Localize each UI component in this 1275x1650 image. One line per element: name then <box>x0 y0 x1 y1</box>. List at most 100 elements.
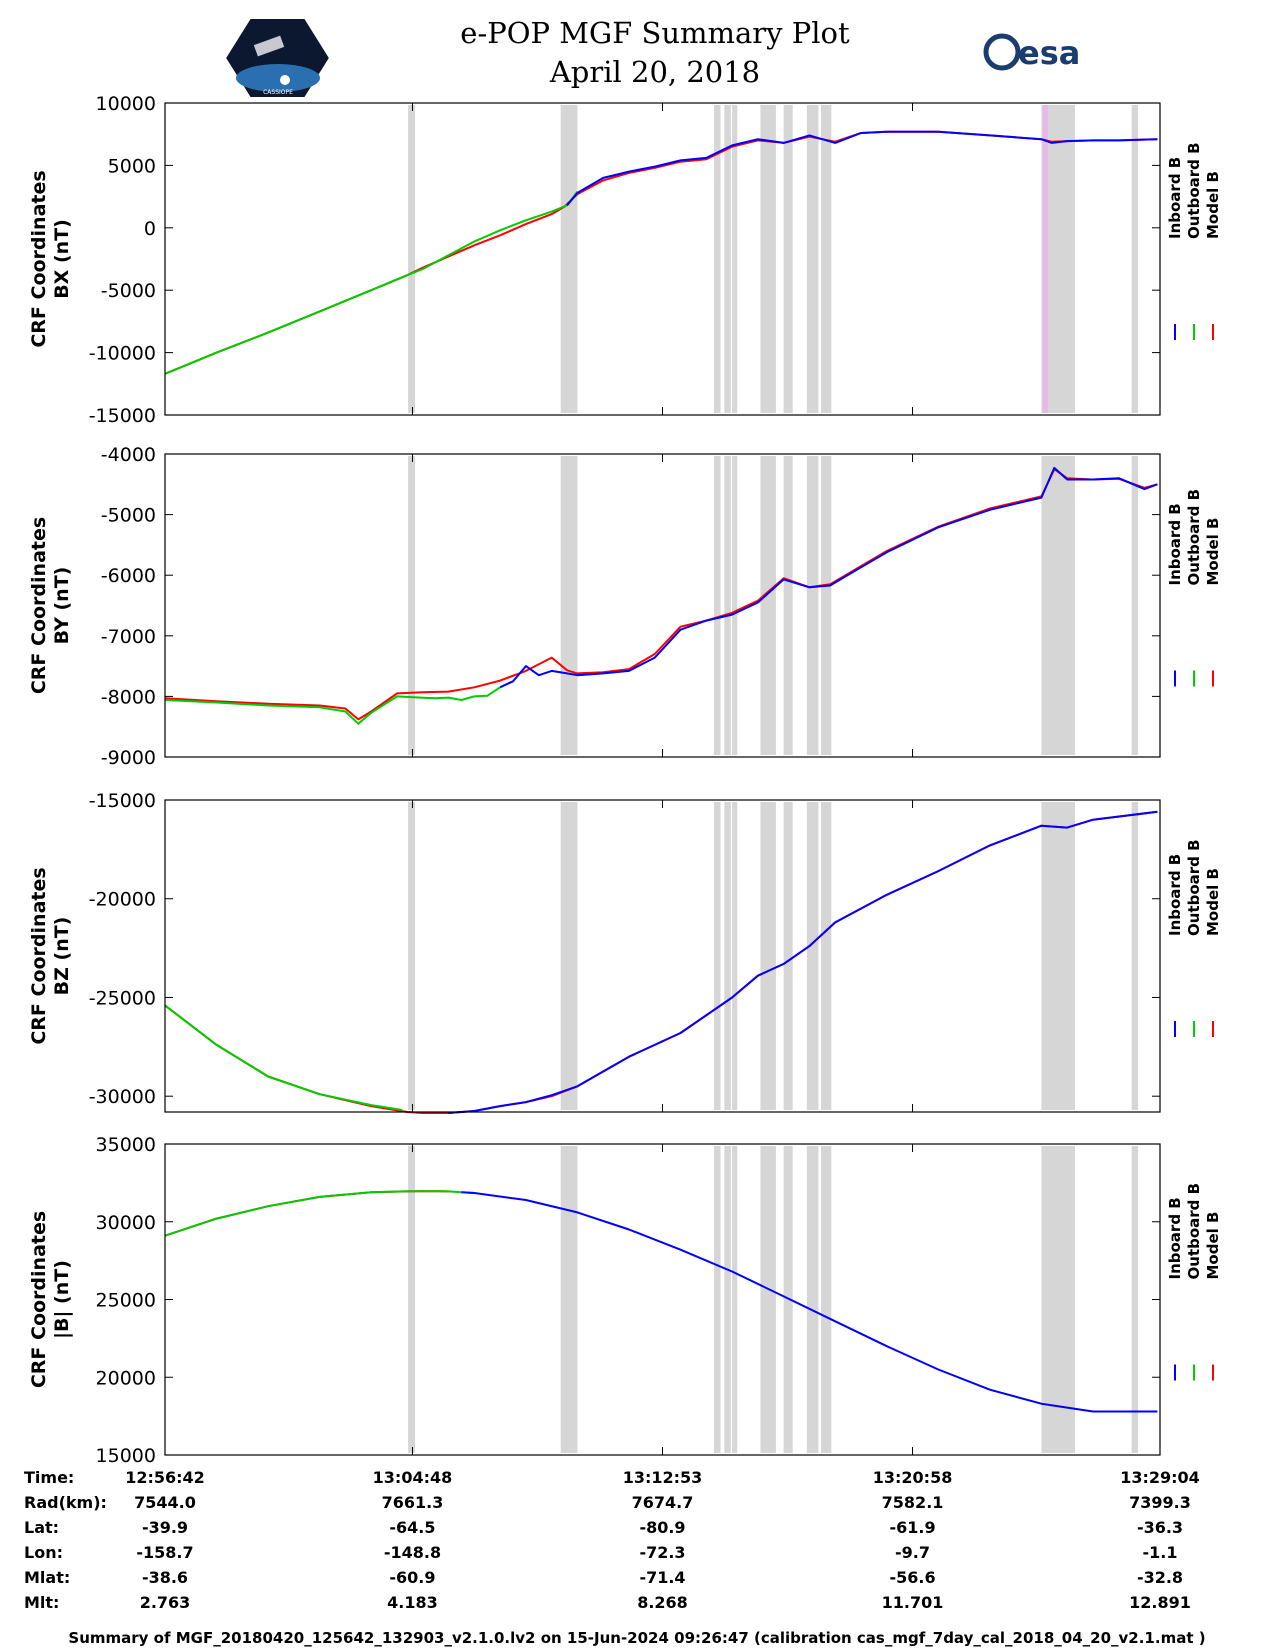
data-gap-bar <box>714 456 721 755</box>
table-cell: 4.183 <box>387 1593 438 1612</box>
legend-entry-label: Inboard B <box>1166 157 1184 239</box>
y-tick-label: -5000 <box>101 505 156 527</box>
header: CASSIOPE e-POP MGF Summary Plot April 20… <box>223 16 1080 99</box>
y-tick-label: 5000 <box>108 155 156 177</box>
table-cell: 12:56:42 <box>125 1468 205 1487</box>
y-tick-label: -15000 <box>89 790 156 812</box>
data-gap-bar <box>732 105 738 413</box>
series-line-outboard <box>164 1004 403 1111</box>
esa-logo-text: esa <box>1018 34 1080 72</box>
table-cell: -9.7 <box>895 1543 930 1562</box>
footer-note: Summary of MGF_20180420_125642_132903_v2… <box>68 1629 1205 1647</box>
series-line-inboard <box>566 130 1158 206</box>
table-cell: -56.6 <box>889 1568 935 1587</box>
table-cell: 13:29:04 <box>1120 1468 1200 1487</box>
orbit-info-table: Time: Rad(km): Lat: Lon: Mlat: Mlt: 12:56:42 75… <box>24 1468 1200 1612</box>
table-cell: 13:20:58 <box>873 1468 953 1487</box>
esa-logo: esa <box>983 33 1080 72</box>
data-gap-bar <box>714 105 721 413</box>
table-cell: -36.3 <box>1137 1518 1183 1537</box>
cassiope-logo: CASSIOPE <box>223 17 332 99</box>
y-tick-label: -4000 <box>101 444 156 466</box>
table-cell: -38.6 <box>142 1568 188 1587</box>
legend-entry-label: Outboard B <box>1185 489 1203 586</box>
legend-entry-label: Inboard B <box>1166 1197 1184 1279</box>
data-gap-bar <box>724 105 731 413</box>
table-cell: -64.5 <box>389 1518 435 1537</box>
y-axis-label: CRF CoordinatesBX (nT) <box>28 170 73 347</box>
y-tick-label: -25000 <box>89 987 156 1009</box>
y-tick-label: -10000 <box>89 343 156 365</box>
data-gap-bar <box>760 802 776 1110</box>
plot-frame <box>164 102 1161 416</box>
data-gap-bar <box>724 456 731 755</box>
data-gap-bar <box>1041 802 1075 1110</box>
series-line-inboard <box>461 1191 1158 1413</box>
data-gap-bar <box>1041 456 1075 755</box>
data-gap-bar <box>1131 456 1139 755</box>
table-cell: 13:12:53 <box>623 1468 703 1487</box>
data-gap-bar <box>783 456 793 755</box>
legend-entry-label: Outboard B <box>1185 142 1203 239</box>
table-cell: -39.9 <box>142 1518 188 1537</box>
data-gap-bar <box>806 456 819 755</box>
table-cell: -1.1 <box>1143 1543 1178 1562</box>
panel-bx: 10000 5000 0 -5000 -10000 -15000 CRF Coordinat… <box>28 93 1222 427</box>
data-gap-bar <box>821 456 832 755</box>
y-tick-label: 25000 <box>96 1290 156 1312</box>
data-gap-bar <box>760 456 776 755</box>
data-gap-bar <box>806 105 819 413</box>
y-tick-label: -8000 <box>101 686 156 708</box>
series-line-outboard <box>164 190 579 375</box>
data-gap-bar <box>732 456 738 755</box>
data-gap-bar <box>760 1146 776 1453</box>
plot-frame <box>164 799 1161 1113</box>
table-row-label: Mlt: <box>24 1593 59 1612</box>
legend-entry-label: Model B <box>1204 171 1222 239</box>
series-line-outboard <box>164 686 501 725</box>
data-gap-bar <box>1131 1146 1139 1453</box>
table-cell: 7674.7 <box>632 1493 694 1512</box>
table-cell: -148.8 <box>384 1543 441 1562</box>
data-gap-highlight <box>1042 105 1048 413</box>
table-row-label: Rad(km): <box>24 1493 107 1512</box>
table-row-label: Lat: <box>24 1518 59 1537</box>
series-line-inboard <box>448 810 1158 1114</box>
y-tick-label: 0 <box>144 218 156 240</box>
cassiope-logo-text: CASSIOPE <box>263 89 293 96</box>
data-gap-bar <box>783 802 793 1110</box>
panel-b: 35000 30000 25000 20000 15000 CRF Coordinates… <box>28 1134 1222 1467</box>
data-gap-bar <box>821 802 832 1110</box>
plot-frame <box>164 1143 1161 1456</box>
table-cell: 7399.3 <box>1129 1493 1191 1512</box>
table-cell: 7661.3 <box>382 1493 444 1512</box>
data-gap-bar <box>1131 105 1139 413</box>
data-gap-bar <box>732 1146 738 1453</box>
panel-by: -4000 -5000 -6000 -7000 -8000 -9000 CRF Coordi… <box>28 444 1222 769</box>
table-cell: -71.4 <box>639 1568 685 1587</box>
table-cell: -32.8 <box>1137 1568 1183 1587</box>
data-gap-bar <box>408 1146 416 1453</box>
table-cell: -60.9 <box>389 1568 435 1587</box>
y-tick-label: 35000 <box>96 1134 156 1156</box>
data-gap-bar <box>560 1146 578 1453</box>
data-gap-bar <box>560 456 578 755</box>
table-cell: -80.9 <box>639 1518 685 1537</box>
legend-entry-label: Outboard B <box>1185 1183 1203 1280</box>
legend-entry-label: Model B <box>1204 868 1222 936</box>
data-gap-bar <box>714 802 721 1110</box>
data-gap-bar <box>1131 802 1139 1110</box>
y-tick-label: 30000 <box>96 1212 156 1234</box>
series-line-model <box>164 1190 449 1237</box>
table-cell: 8.268 <box>637 1593 688 1612</box>
data-gap-bar <box>724 1146 731 1453</box>
table-cell: 7582.1 <box>882 1493 944 1512</box>
legend-entry-label: Inboard B <box>1166 854 1184 936</box>
y-tick-label: -20000 <box>89 889 156 911</box>
y-tick-label: -5000 <box>101 280 156 302</box>
legend-entry-label: Inboard B <box>1166 503 1184 585</box>
table-row-label: Lon: <box>24 1543 63 1562</box>
data-gap-bar <box>821 1146 832 1453</box>
table-cell: 2.763 <box>140 1593 191 1612</box>
y-tick-label: 10000 <box>96 93 156 115</box>
